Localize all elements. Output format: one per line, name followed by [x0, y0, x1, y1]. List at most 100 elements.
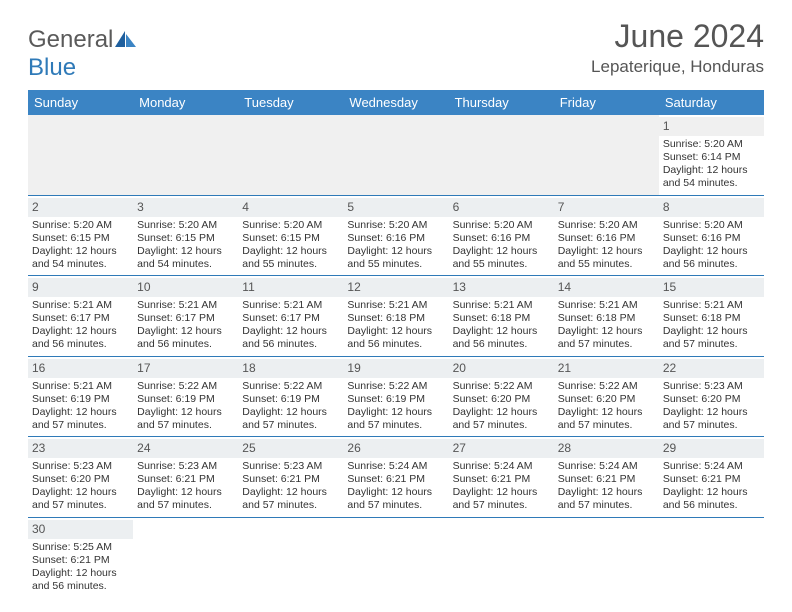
day-number: 28: [554, 439, 659, 458]
daylight-text: and 56 minutes.: [137, 338, 234, 351]
daylight-text: Daylight: 12 hours: [347, 245, 444, 258]
sunset-text: Sunset: 6:15 PM: [137, 232, 234, 245]
sunset-text: Sunset: 6:21 PM: [663, 473, 760, 486]
weekday-header: Thursday: [449, 90, 554, 115]
sunset-text: Sunset: 6:17 PM: [242, 312, 339, 325]
sunrise-text: Sunrise: 5:23 AM: [242, 460, 339, 473]
calendar-cell: 23Sunrise: 5:23 AMSunset: 6:20 PMDayligh…: [28, 437, 133, 518]
sunset-text: Sunset: 6:18 PM: [558, 312, 655, 325]
sunrise-text: Sunrise: 5:22 AM: [347, 380, 444, 393]
daylight-text: and 56 minutes.: [32, 580, 129, 593]
sunset-text: Sunset: 6:18 PM: [347, 312, 444, 325]
daylight-text: Daylight: 12 hours: [137, 406, 234, 419]
calendar-cell: 12Sunrise: 5:21 AMSunset: 6:18 PMDayligh…: [343, 276, 448, 357]
day-number: 24: [133, 439, 238, 458]
day-number: 19: [343, 359, 448, 378]
day-number: 26: [343, 439, 448, 458]
calendar-cell: [238, 518, 343, 598]
daylight-text: and 57 minutes.: [558, 499, 655, 512]
daylight-text: and 55 minutes.: [242, 258, 339, 271]
sunrise-text: Sunrise: 5:20 AM: [347, 219, 444, 232]
day-number: 5: [343, 198, 448, 217]
sunset-text: Sunset: 6:18 PM: [663, 312, 760, 325]
daylight-text: Daylight: 12 hours: [558, 486, 655, 499]
sunrise-text: Sunrise: 5:21 AM: [558, 299, 655, 312]
calendar-cell: 22Sunrise: 5:23 AMSunset: 6:20 PMDayligh…: [659, 357, 764, 438]
sunset-text: Sunset: 6:18 PM: [453, 312, 550, 325]
daylight-text: Daylight: 12 hours: [137, 245, 234, 258]
calendar-cell: 3 Sunrise: 5:20 AMSunset: 6:15 PMDaylight…: [133, 196, 238, 277]
daylight-text: Daylight: 12 hours: [558, 406, 655, 419]
day-number: 30: [28, 520, 133, 539]
daylight-text: and 57 minutes.: [558, 338, 655, 351]
logo-word2: Blue: [28, 54, 76, 81]
sunrise-text: Sunrise: 5:22 AM: [242, 380, 339, 393]
daylight-text: Daylight: 12 hours: [663, 325, 760, 338]
day-number: 3: [133, 198, 238, 217]
daylight-text: Daylight: 12 hours: [663, 245, 760, 258]
sunrise-text: Sunrise: 5:20 AM: [32, 219, 129, 232]
calendar-cell: 7Sunrise: 5:20 AMSunset: 6:16 PMDaylight…: [554, 196, 659, 277]
daylight-text: and 55 minutes.: [453, 258, 550, 271]
location: Lepaterique, Honduras: [591, 57, 764, 77]
sunset-text: Sunset: 6:14 PM: [663, 151, 760, 164]
daylight-text: Daylight: 12 hours: [663, 486, 760, 499]
weekday-header: Friday: [554, 90, 659, 115]
day-number: 1: [659, 117, 764, 136]
calendar-cell: 2Sunrise: 5:20 AMSunset: 6:15 PMDaylight…: [28, 196, 133, 277]
daylight-text: and 56 minutes.: [242, 338, 339, 351]
daylight-text: and 54 minutes.: [137, 258, 234, 271]
calendar-cell: [133, 115, 238, 196]
sunrise-text: Sunrise: 5:24 AM: [347, 460, 444, 473]
daylight-text: Daylight: 12 hours: [453, 486, 550, 499]
sunset-text: Sunset: 6:16 PM: [558, 232, 655, 245]
daylight-text: Daylight: 12 hours: [453, 245, 550, 258]
daylight-text: Daylight: 12 hours: [32, 325, 129, 338]
daylight-text: Daylight: 12 hours: [558, 245, 655, 258]
daylight-text: Daylight: 12 hours: [137, 486, 234, 499]
calendar-cell: 20Sunrise: 5:22 AMSunset: 6:20 PMDayligh…: [449, 357, 554, 438]
calendar-cell: 27Sunrise: 5:24 AMSunset: 6:21 PMDayligh…: [449, 437, 554, 518]
day-number: 6: [449, 198, 554, 217]
daylight-text: and 56 minutes.: [453, 338, 550, 351]
calendar-cell: 10Sunrise: 5:21 AMSunset: 6:17 PMDayligh…: [133, 276, 238, 357]
sunrise-text: Sunrise: 5:20 AM: [242, 219, 339, 232]
daylight-text: and 57 minutes.: [32, 499, 129, 512]
calendar-cell: [28, 115, 133, 196]
sunset-text: Sunset: 6:20 PM: [663, 393, 760, 406]
daylight-text: Daylight: 12 hours: [32, 567, 129, 580]
sunrise-text: Sunrise: 5:20 AM: [137, 219, 234, 232]
calendar-cell: [238, 115, 343, 196]
calendar-cell: 16Sunrise: 5:21 AMSunset: 6:19 PMDayligh…: [28, 357, 133, 438]
day-number: 21: [554, 359, 659, 378]
day-number: 7: [554, 198, 659, 217]
sunset-text: Sunset: 6:16 PM: [453, 232, 550, 245]
logo: GeneralBlue: [28, 26, 137, 82]
sunrise-text: Sunrise: 5:21 AM: [663, 299, 760, 312]
calendar-cell: 8Sunrise: 5:20 AMSunset: 6:16 PMDaylight…: [659, 196, 764, 277]
calendar-cell: [659, 518, 764, 598]
sunset-text: Sunset: 6:17 PM: [32, 312, 129, 325]
daylight-text: Daylight: 12 hours: [453, 406, 550, 419]
daylight-text: and 57 minutes.: [347, 499, 444, 512]
sunrise-text: Sunrise: 5:21 AM: [137, 299, 234, 312]
day-number: 15: [659, 278, 764, 297]
day-number: 4: [238, 198, 343, 217]
day-number: 16: [28, 359, 133, 378]
calendar-cell: [554, 115, 659, 196]
weekday-header: Saturday: [659, 90, 764, 115]
calendar-cell: 5Sunrise: 5:20 AMSunset: 6:16 PMDaylight…: [343, 196, 448, 277]
sunrise-text: Sunrise: 5:21 AM: [32, 299, 129, 312]
daylight-text: and 57 minutes.: [663, 338, 760, 351]
sunrise-text: Sunrise: 5:22 AM: [453, 380, 550, 393]
sunrise-text: Sunrise: 5:23 AM: [32, 460, 129, 473]
daylight-text: and 56 minutes.: [663, 499, 760, 512]
sunrise-text: Sunrise: 5:21 AM: [453, 299, 550, 312]
daylight-text: Daylight: 12 hours: [663, 406, 760, 419]
daylight-text: Daylight: 12 hours: [32, 245, 129, 258]
day-number: 20: [449, 359, 554, 378]
sunset-text: Sunset: 6:21 PM: [558, 473, 655, 486]
daylight-text: and 57 minutes.: [242, 499, 339, 512]
sunset-text: Sunset: 6:20 PM: [32, 473, 129, 486]
daylight-text: and 55 minutes.: [558, 258, 655, 271]
